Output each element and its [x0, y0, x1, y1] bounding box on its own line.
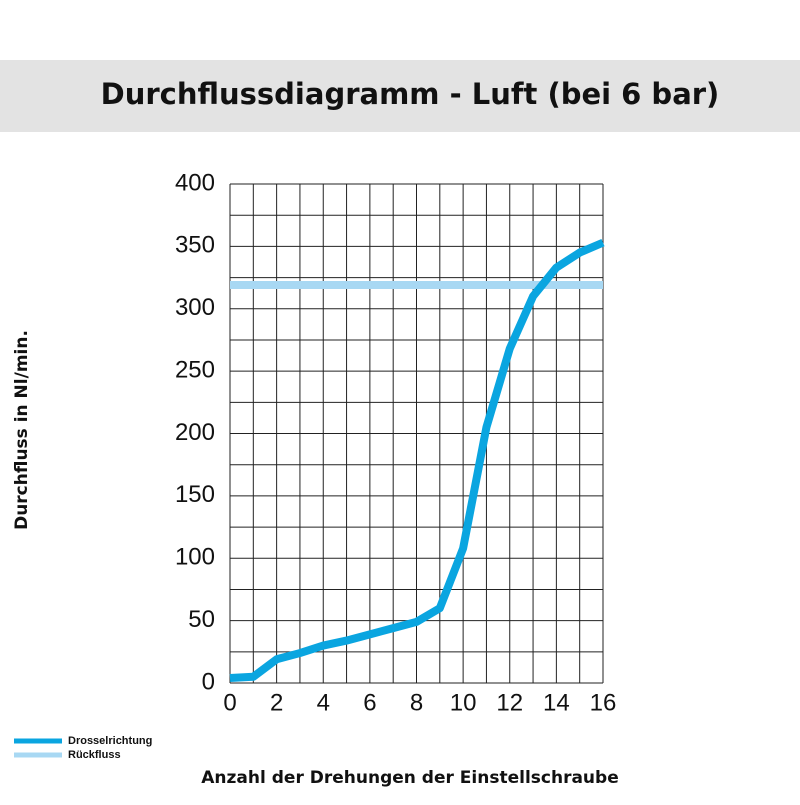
y-tick-label: 400 [175, 169, 215, 196]
y-tick-label: 50 [188, 606, 215, 633]
y-tick-label: 300 [175, 294, 215, 321]
series-line [229, 238, 605, 683]
y-tick-label: 200 [175, 419, 215, 446]
x-tick-label: 12 [496, 689, 523, 716]
x-tick-label: 4 [317, 689, 330, 716]
title-band [0, 60, 800, 132]
x-tick-label: 16 [590, 689, 617, 716]
x-tick-label: 10 [450, 689, 477, 716]
x-axis-label: Anzahl der Drehungen der Einstellschraub… [201, 768, 618, 788]
y-tick-label: 150 [175, 481, 215, 508]
y-tick-label: 350 [175, 232, 215, 259]
y-tick-label: 250 [175, 356, 215, 383]
x-tick-label: 8 [410, 689, 423, 716]
chart-title: Durchflussdiagramm - Luft (bei 6 bar) [101, 77, 720, 111]
y-tick-label: 100 [175, 544, 215, 571]
y-tick-label: 0 [202, 668, 215, 695]
x-tick-label: 14 [543, 689, 570, 716]
legend-label: Rückfluss [68, 749, 121, 761]
legend-label: Drosselrichtung [68, 735, 152, 747]
x-tick-label: 0 [223, 689, 236, 716]
x-tick-label: 2 [270, 689, 283, 716]
x-tick-label: 6 [363, 689, 376, 716]
y-axis-label: Durchfluss in Nl/min. [12, 330, 32, 530]
